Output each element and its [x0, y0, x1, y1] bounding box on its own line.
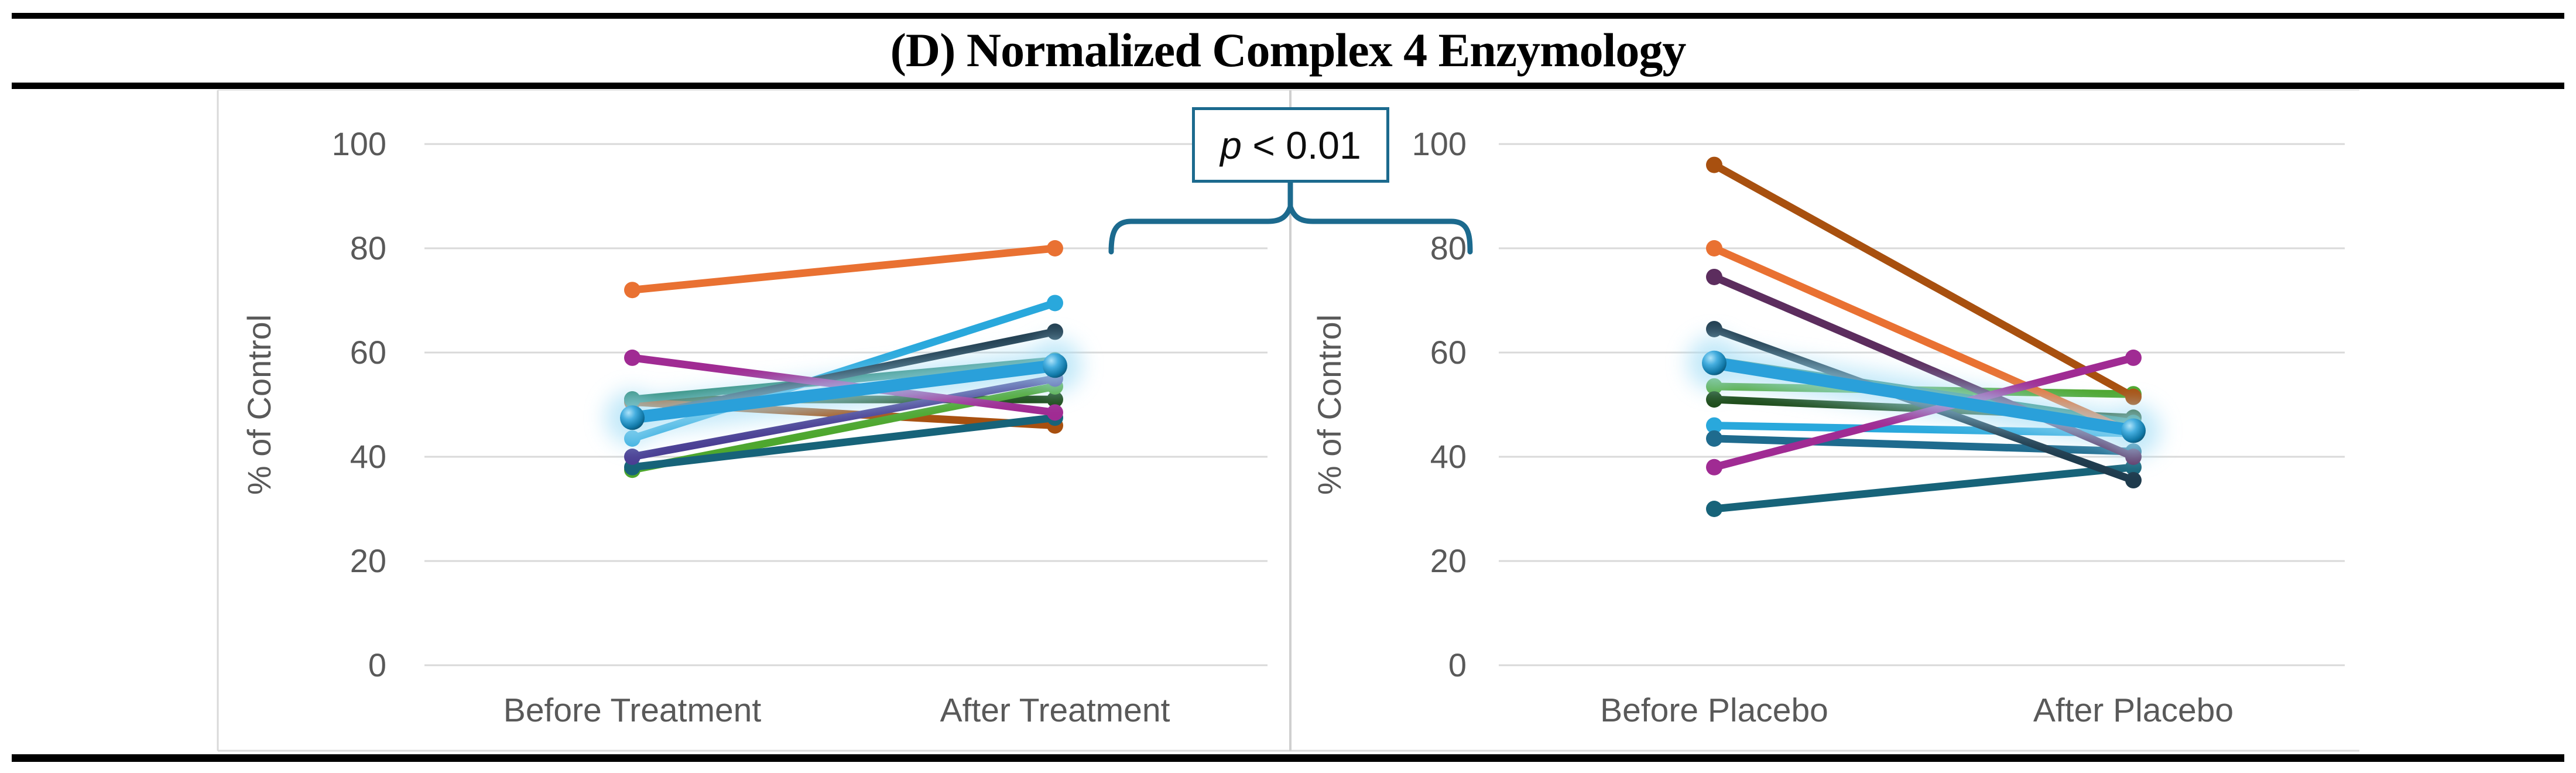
- series-line-steel-blue: [1710, 435, 2137, 456]
- series-marker-indigo: [624, 449, 640, 465]
- series-marker-forest-green: [1706, 391, 1722, 408]
- series-marker-mean-highlight: [1043, 353, 1067, 378]
- series-marker-dark-teal: [1706, 501, 1722, 517]
- series-marker-mean-highlight: [2121, 418, 2146, 443]
- y-tick-label: 60: [1430, 334, 1467, 371]
- series-marker-plum: [1706, 268, 1722, 285]
- chart-title: (D) Normalized Complex 4 Enzymology: [890, 23, 1687, 77]
- y-tick-label: 100: [1412, 125, 1467, 162]
- series-line-rust: [1710, 161, 2137, 401]
- y-tick-label: 80: [350, 230, 386, 266]
- y-tick-label: 80: [1430, 230, 1467, 266]
- series-marker-rust: [1706, 156, 1722, 173]
- category-label: Before Placebo: [1600, 692, 1828, 729]
- y-axis-title: % of Control: [241, 314, 278, 495]
- series-rust: [1706, 156, 2142, 405]
- series-marker-light-blue: [1047, 295, 1063, 312]
- series-marker-mean-highlight: [620, 405, 645, 430]
- y-tick-label: 100: [332, 125, 386, 162]
- series-marker-navy: [1047, 323, 1063, 340]
- series-line-dark-teal: [1710, 463, 2137, 513]
- series-marker-magenta: [2125, 349, 2142, 366]
- series-marker-orange: [624, 282, 640, 299]
- y-tick-label: 20: [350, 542, 386, 579]
- series-marker-mean-highlight: [1702, 350, 1727, 375]
- y-tick-label: 0: [1448, 647, 1467, 683]
- y-tick-label: 40: [350, 438, 386, 475]
- series-line-indigo: [628, 375, 1059, 461]
- series-marker-light-blue: [1706, 417, 1722, 434]
- series-marker-orange: [1047, 240, 1063, 256]
- category-label: After Placebo: [2033, 692, 2234, 729]
- series-line-dark-teal: [628, 413, 1059, 471]
- series-mean-highlight: [1687, 336, 2160, 458]
- series-orange: [624, 240, 1063, 299]
- series-dark-teal: [1706, 459, 2142, 517]
- y-tick-label: 20: [1430, 542, 1467, 579]
- panel-placebo: 0 20 40 60 80 100 % of Control Before Placebo Af…: [1311, 125, 2345, 729]
- series-marker-orange: [1706, 240, 1722, 256]
- category-label: After Treatment: [940, 692, 1170, 729]
- p-value-annotation: p < 0.01: [1192, 107, 1389, 183]
- series-marker-navy: [2125, 472, 2142, 489]
- y-tick-label: 0: [368, 647, 386, 683]
- p-threshold: < 0.01: [1242, 123, 1361, 167]
- p-symbol: p: [1220, 123, 1242, 167]
- series-line-mean-highlight: [626, 359, 1061, 424]
- panel-treatment: 0 20 40 60 80 100 % of Control Before Treatment…: [241, 125, 1268, 729]
- category-label: Before Treatment: [503, 692, 762, 729]
- top-border-rule: [12, 13, 2564, 19]
- series-line-mean-highlight: [1708, 357, 2140, 437]
- title-underline-rule: [12, 83, 2564, 89]
- series-marker-magenta: [1706, 459, 1722, 476]
- series-marker-steel-blue: [1706, 430, 1722, 447]
- series-marker-magenta: [1047, 404, 1063, 421]
- bottom-border-rule: [12, 754, 2564, 762]
- y-axis-title: % of Control: [1311, 314, 1348, 495]
- y-tick-label: 60: [350, 334, 386, 371]
- series-marker-navy: [1706, 320, 1722, 337]
- series-marker-rust: [2125, 388, 2142, 405]
- series-marker-magenta: [624, 349, 640, 366]
- y-tick-label: 40: [1430, 438, 1467, 475]
- series-line-orange: [628, 244, 1059, 294]
- significance-bracket: [1108, 199, 1473, 255]
- series-marker-forest-green: [1047, 391, 1063, 408]
- series-mean-highlight: [605, 338, 1082, 445]
